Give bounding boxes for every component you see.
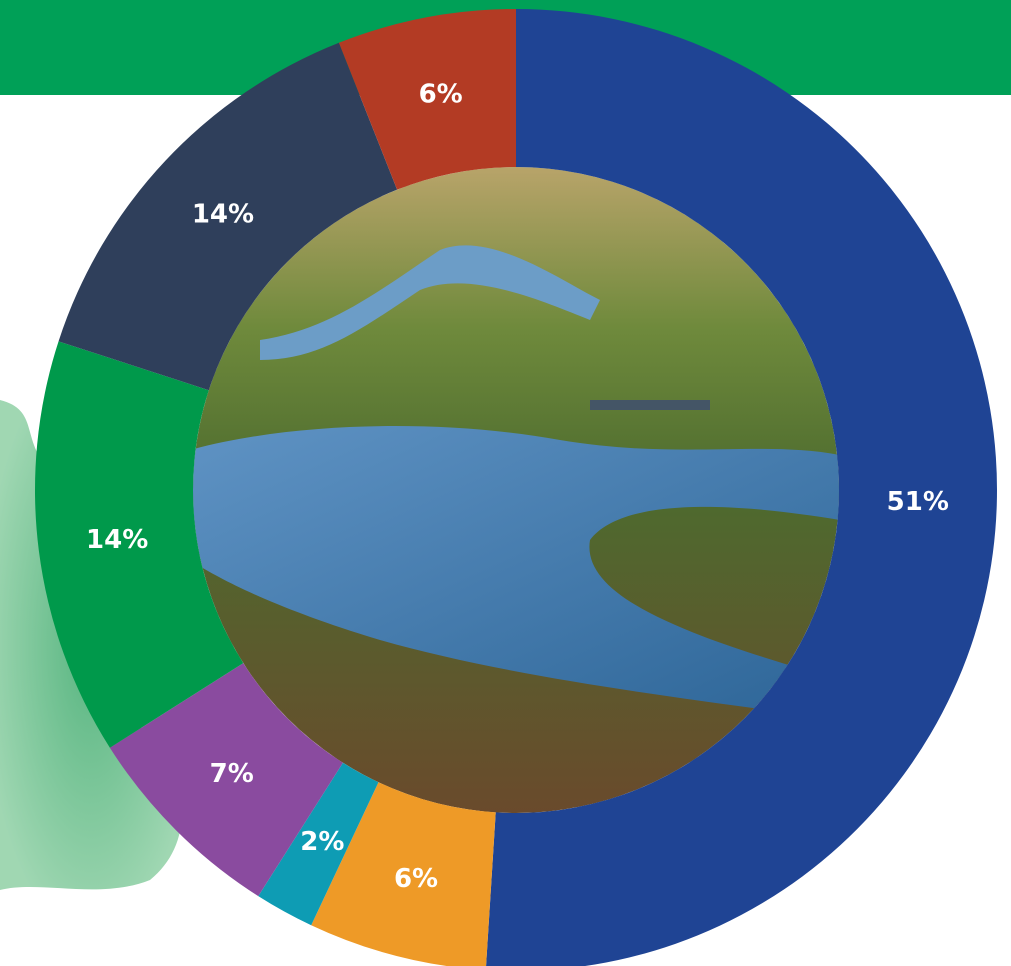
chart: 51% 6% 2% 7% 14% 14% 6% — [0, 0, 1011, 966]
center-photo — [190, 165, 840, 815]
value-label: 6% — [394, 864, 438, 894]
value-label: 2% — [300, 827, 344, 857]
page: 51%6%2%7%14%14%6% (() => { const data = … — [0, 0, 1011, 966]
value-label: 14% — [192, 199, 254, 229]
value-label: 14% — [86, 525, 148, 555]
value-label: 6% — [419, 80, 463, 110]
value-label: 7% — [210, 759, 254, 789]
value-label: 51% — [887, 487, 949, 517]
